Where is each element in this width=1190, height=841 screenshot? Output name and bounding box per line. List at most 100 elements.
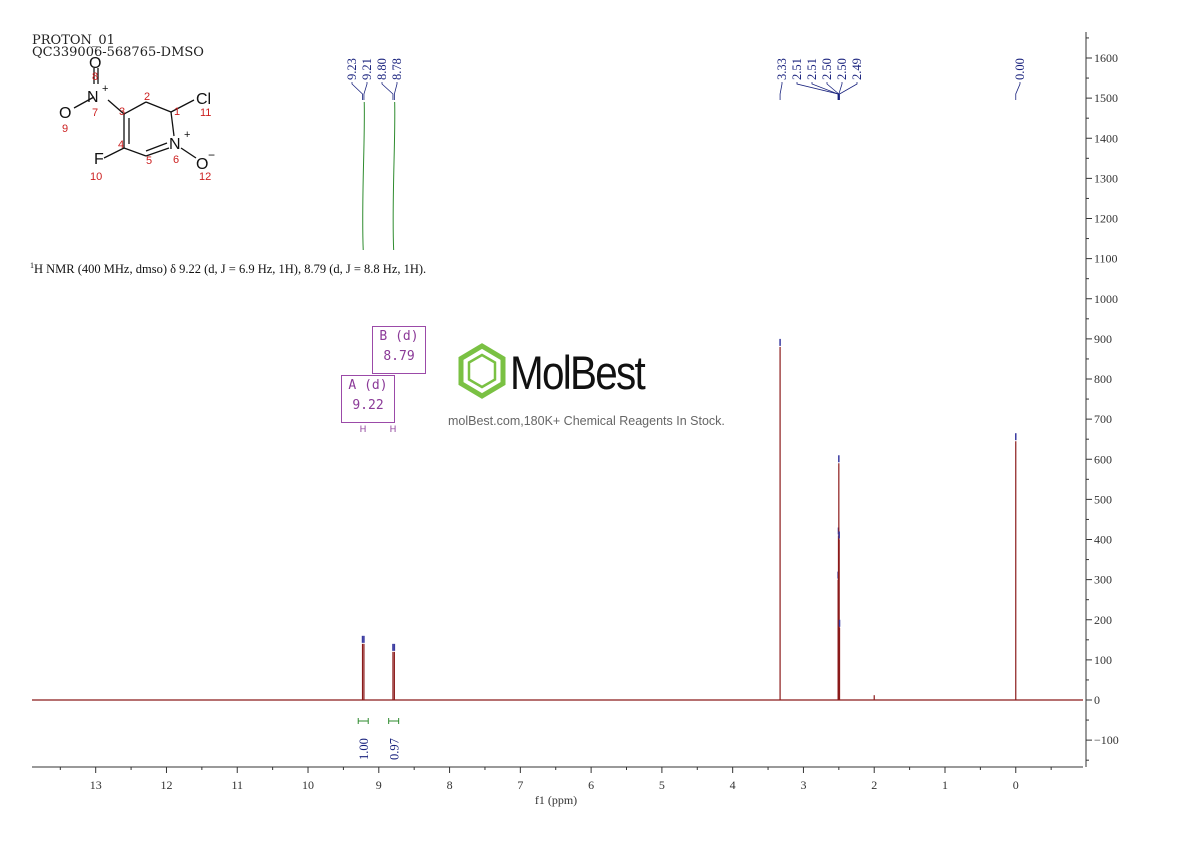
integral-value: 0.97: [388, 738, 402, 760]
bond-2-1: [145, 101, 172, 113]
y-tick-label: 1100: [1094, 252, 1118, 266]
y-tick-label: 1000: [1094, 292, 1118, 306]
y-tick-label: 300: [1094, 573, 1112, 587]
annotation-b-shift: 8.79: [383, 349, 415, 364]
peak-label-leader: [779, 82, 783, 100]
x-tick-label: 12: [160, 778, 172, 792]
logo-hexagon: [458, 343, 506, 399]
integrals: 1.00 0.97: [357, 101, 402, 760]
peak-label: 0.00: [1013, 58, 1027, 80]
atom-o12: O: [196, 156, 208, 173]
atom-n6: N: [169, 136, 181, 153]
number-6: 6: [173, 154, 179, 166]
x-tick-label: 4: [730, 778, 736, 792]
x-tick-label: 3: [800, 778, 806, 792]
bond-3-2: [123, 101, 147, 115]
peak-label-leader: [811, 82, 839, 100]
bond-n7-o9: [73, 96, 95, 109]
number-7: 7: [92, 107, 98, 119]
annotation-a-shift: 9.22: [352, 398, 384, 413]
axes: 13 12 11 10 9 8 7 6 5 4 3 2 1 01600150014001300120011…: [32, 32, 1119, 792]
charge-o12: −: [208, 148, 215, 162]
y-tick-label: 800: [1094, 372, 1112, 386]
number-8: 8: [92, 71, 98, 83]
peak-labels-aromatic: 9.23 9.21 8.80 8.78: [345, 58, 404, 100]
ring-number-5: 5: [146, 155, 152, 167]
peak-label-group: 9.23 9.21 8.80 8.78 3.33 2.51 2.51 2.50 2.50 2.49…: [345, 58, 1027, 100]
bond-1-n6: [170, 111, 175, 137]
x-tick-label: 11: [231, 778, 243, 792]
peak-label-leader: [1015, 82, 1021, 100]
y-tick-label: 1400: [1094, 131, 1118, 145]
annotation-box-a: A (d) 9.22: [341, 375, 395, 423]
peak-labels-solvent: 3.33 2.51 2.51 2.50 2.50 2.49: [775, 58, 864, 100]
molecule-structure: N + O O F Cl N + O − 8 7 9 10 11 6 12 1 …: [59, 55, 215, 183]
atom-cl11: Cl: [196, 91, 211, 108]
peak-label-leader: [838, 82, 843, 100]
annotation-a-proton: H: [360, 424, 367, 434]
atom-n7: N: [87, 89, 99, 106]
nmr-summary-text: H NMR (400 MHz, dmso) δ 9.22 (d, J = 6.9…: [34, 262, 427, 277]
integral-curve: [392, 101, 396, 251]
peak-label-leader: [363, 82, 368, 100]
integral-curve: [362, 101, 365, 251]
brand-name: MolBest: [510, 346, 646, 399]
y-tick-label: 200: [1094, 613, 1112, 627]
peak-label: 2.49: [850, 58, 864, 80]
bond-n6-o12: [180, 147, 197, 159]
ring-number-3: 3: [119, 106, 125, 118]
y-tick-label: 700: [1094, 412, 1112, 426]
number-9: 9: [62, 123, 68, 135]
nmr-summary: 1H NMR (400 MHz, dmso) δ 9.22 (d, J = 6.…: [30, 261, 426, 277]
y-tick-label: 1600: [1094, 51, 1118, 65]
peak-label: 2.50: [835, 58, 849, 80]
ring-number-4: 4: [118, 139, 124, 151]
x-tick-label: 7: [517, 778, 523, 792]
x-tick-label: 9: [376, 778, 382, 792]
number-12: 12: [199, 171, 211, 183]
x-tick-label: 6: [588, 778, 594, 792]
peak-labels-tms: 0.00: [1013, 58, 1027, 100]
atom-o9: O: [59, 105, 71, 122]
peak-label-leader: [393, 82, 398, 100]
x-axis-label: f1 (ppm): [535, 793, 577, 807]
bond-4-f: [103, 147, 125, 159]
annotation-b-proton: H: [390, 424, 397, 434]
peak-label-leader: [351, 82, 363, 100]
y-tick-label: 1200: [1094, 212, 1118, 226]
spectrum: [32, 338, 1083, 701]
number-10: 10: [90, 171, 102, 183]
peak-label: 3.33: [775, 58, 789, 80]
x-tick-label: 1: [942, 778, 948, 792]
y-tick-label: 1300: [1094, 171, 1118, 185]
integral-value: 1.00: [357, 738, 371, 760]
peak-label-leader: [839, 82, 858, 100]
y-tick-label: 0: [1094, 693, 1100, 707]
bond-1-cl: [170, 99, 195, 113]
y-tick-label: 500: [1094, 492, 1112, 506]
peak-label-leader: [826, 82, 840, 100]
annotation-a-multiplicity: A (d): [348, 378, 388, 393]
peak-label: 2.51: [790, 58, 804, 80]
peak-label: 9.21: [360, 58, 374, 80]
sample-id: QC339006-568765-DMSO: [32, 45, 204, 60]
peak-label: 8.80: [375, 58, 389, 80]
logo-inner-hexagon: [467, 353, 497, 389]
bond-n6-5-double: [145, 142, 168, 152]
x-tick-label: 2: [871, 778, 877, 792]
benzene-logo-icon: [458, 343, 506, 399]
bond-3-n7: [107, 99, 125, 115]
charge-n6: +: [184, 129, 190, 141]
peak-label: 2.51: [805, 58, 819, 80]
peak-label: 2.50: [820, 58, 834, 80]
annotation-b-multiplicity: B (d): [379, 329, 419, 344]
peak-label: 8.78: [390, 58, 404, 80]
x-tick-label: 0: [1013, 778, 1019, 792]
atom-f10: F: [94, 151, 104, 168]
peak-label: 9.23: [345, 58, 359, 80]
nmr-summary-superscript: 1: [30, 261, 34, 270]
peak-label-leader: [381, 82, 394, 100]
x-tick-label: 5: [659, 778, 665, 792]
y-tick-label: 900: [1094, 332, 1112, 346]
annotation-box-b: B (d) 8.79: [372, 326, 426, 374]
